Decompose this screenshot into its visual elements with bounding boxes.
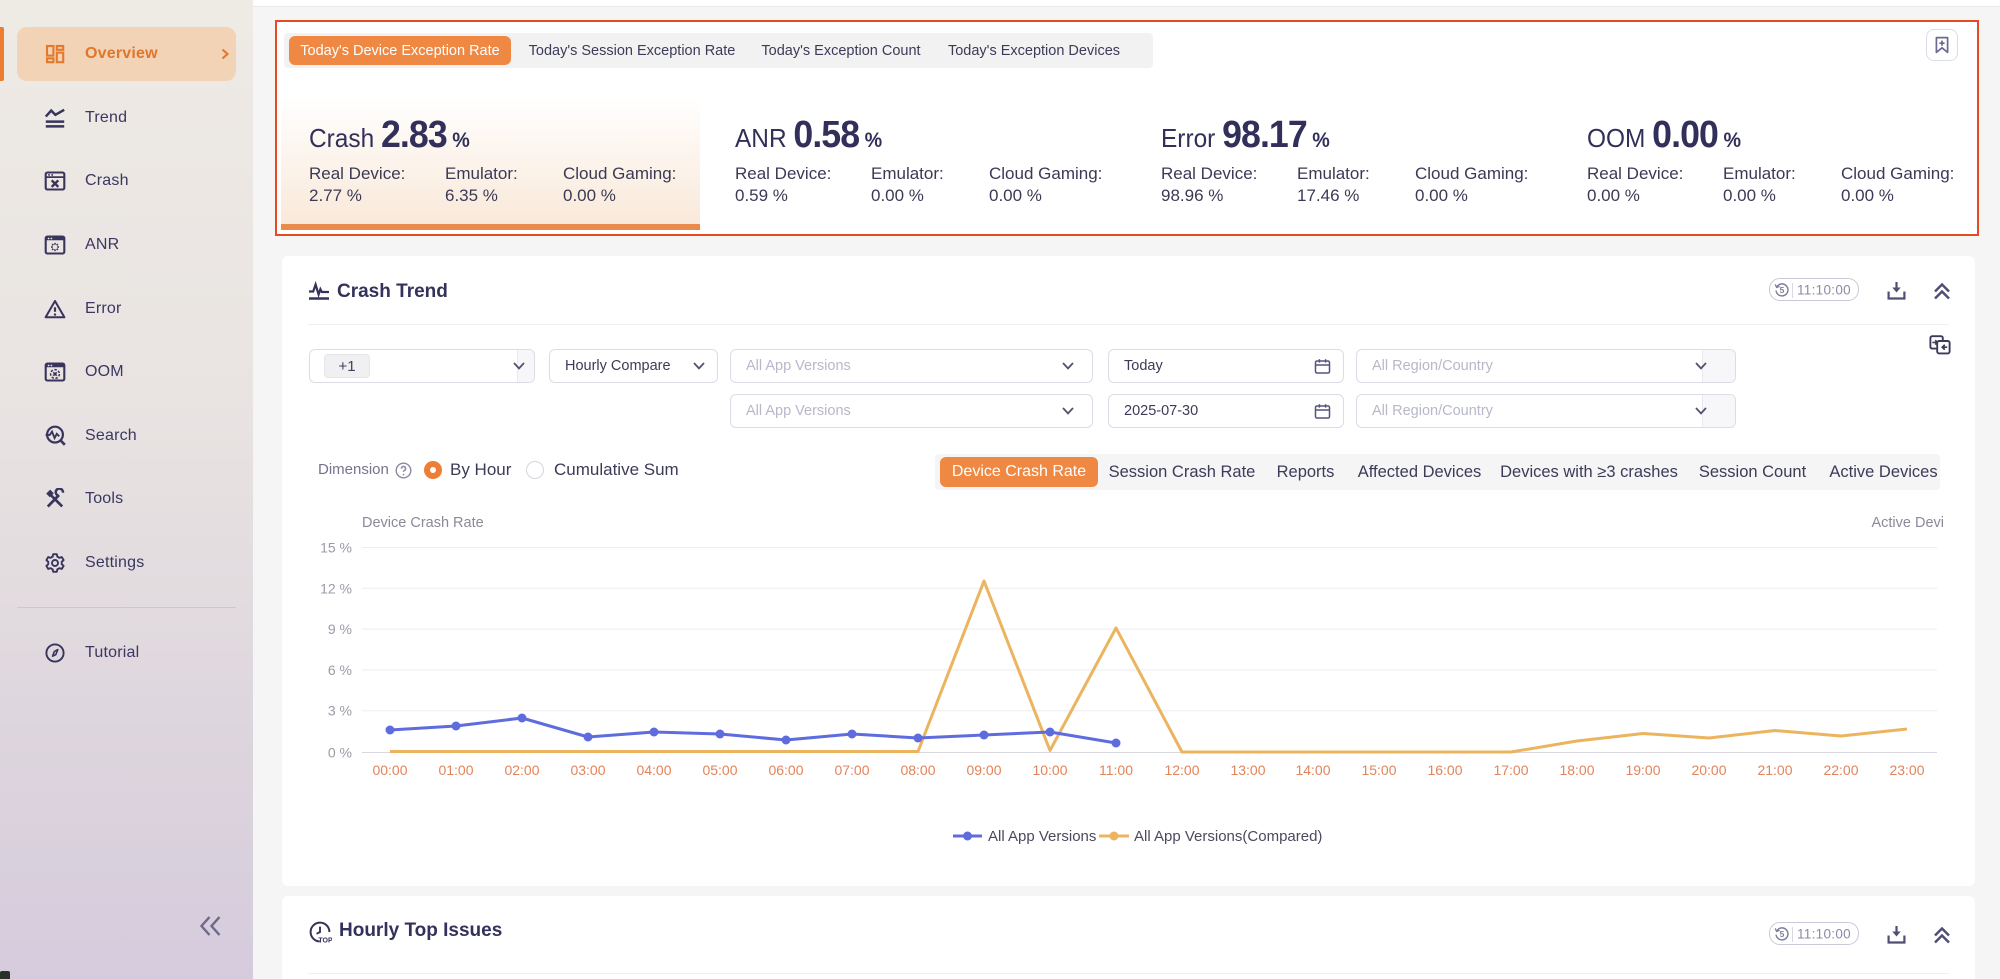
svg-text:23:00: 23:00 [1889,762,1924,778]
svg-text:11:00: 11:00 [1099,762,1133,778]
svg-text:15 %: 15 % [320,540,352,556]
svg-text:18:00: 18:00 [1559,762,1594,778]
svg-text:08:00: 08:00 [900,762,935,778]
svg-text:TOP: TOP [318,938,332,945]
svg-text:Active Devi: Active Devi [1871,515,1944,531]
svg-text:20:00: 20:00 [1691,762,1726,778]
svg-text:06:00: 06:00 [768,762,803,778]
svg-text:10:00: 10:00 [1032,762,1067,778]
svg-text:19:00: 19:00 [1625,762,1660,778]
svg-text:02:00: 02:00 [504,762,539,778]
svg-text:01:00: 01:00 [438,762,473,778]
svg-text:03:00: 03:00 [570,762,605,778]
svg-text:5: 5 [1780,285,1785,295]
svg-text:16:00: 16:00 [1427,762,1462,778]
svg-text:17:00: 17:00 [1493,762,1528,778]
svg-text:12 %: 12 % [320,580,352,596]
svg-text:14:00: 14:00 [1295,762,1330,778]
svg-text:00:00: 00:00 [372,762,407,778]
svg-text:15:00: 15:00 [1361,762,1396,778]
svg-text:9 %: 9 % [328,621,352,637]
svg-text:22:00: 22:00 [1823,762,1858,778]
svg-text:05:00: 05:00 [702,762,737,778]
svg-text:5: 5 [1780,929,1785,939]
svg-text:21:00: 21:00 [1757,762,1792,778]
svg-text:13:00: 13:00 [1230,762,1265,778]
svg-text:6 %: 6 % [328,662,352,678]
svg-text:04:00: 04:00 [636,762,671,778]
svg-text:09:00: 09:00 [966,762,1001,778]
svg-text:12:00: 12:00 [1164,762,1199,778]
svg-text:0 %: 0 % [328,745,352,761]
svg-text:3 %: 3 % [328,703,352,719]
svg-text:All App Versions(Compared): All App Versions(Compared) [1134,828,1322,845]
svg-text:07:00: 07:00 [834,762,869,778]
svg-text:All App Versions: All App Versions [988,828,1096,845]
svg-text:Device Crash Rate: Device Crash Rate [362,515,484,531]
